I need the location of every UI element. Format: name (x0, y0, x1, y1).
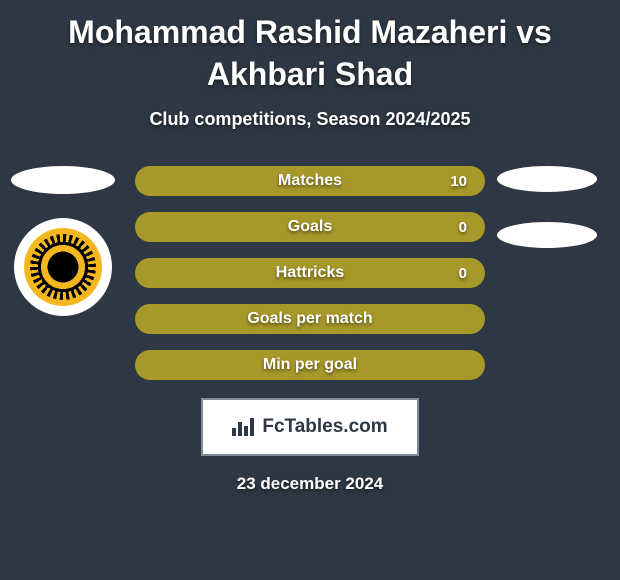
date-text: 23 december 2024 (0, 474, 620, 494)
team-badge-placeholder (497, 222, 597, 248)
player-photo-placeholder (497, 166, 597, 192)
page-subtitle: Club competitions, Season 2024/2025 (0, 109, 620, 130)
team-badge-icon (24, 228, 102, 306)
stat-label: Goals (288, 218, 332, 236)
stat-label: Goals per match (247, 310, 372, 328)
stat-label: Min per goal (263, 356, 357, 374)
stat-bars: Matches 10 Goals 0 Hattricks 0 Goals per… (135, 166, 485, 380)
stat-value: 10 (450, 173, 467, 190)
team-badge (14, 218, 112, 316)
bar-chart-icon (232, 418, 254, 436)
page-title: Mohammad Rashid Mazaheri vs Akhbari Shad (0, 0, 620, 95)
stat-bar-goals: Goals 0 (135, 212, 485, 242)
brand-box: FcTables.com (201, 398, 419, 456)
left-player-column (8, 166, 118, 316)
stat-bar-matches: Matches 10 (135, 166, 485, 196)
player-photo-placeholder (11, 166, 115, 194)
stat-bar-goals-per-match: Goals per match (135, 304, 485, 334)
stat-value: 0 (459, 265, 467, 282)
right-player-column (492, 166, 602, 248)
stats-area: Matches 10 Goals 0 Hattricks 0 Goals per… (0, 166, 620, 380)
stat-label: Matches (278, 172, 342, 190)
brand-text: FcTables.com (262, 416, 387, 438)
stat-label: Hattricks (276, 264, 344, 282)
stat-value: 0 (459, 219, 467, 236)
stat-bar-min-per-goal: Min per goal (135, 350, 485, 380)
infographic-container: Mohammad Rashid Mazaheri vs Akhbari Shad… (0, 0, 620, 580)
stat-bar-hattricks: Hattricks 0 (135, 258, 485, 288)
